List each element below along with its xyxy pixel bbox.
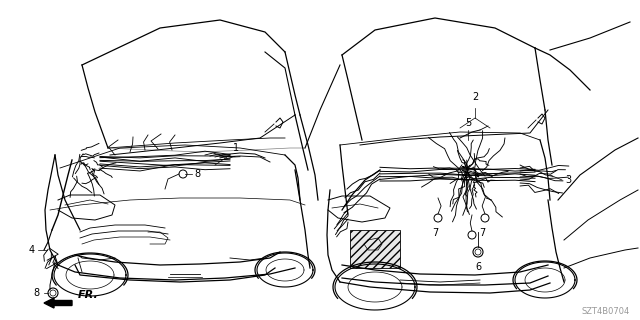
Text: 1: 1 xyxy=(233,143,239,153)
Text: SZT4B0704: SZT4B0704 xyxy=(582,307,630,316)
Text: 2: 2 xyxy=(472,92,478,102)
Text: 3: 3 xyxy=(565,175,571,185)
Text: 7: 7 xyxy=(479,228,485,238)
Text: 8: 8 xyxy=(194,169,200,179)
Polygon shape xyxy=(350,230,400,268)
Text: 8: 8 xyxy=(34,288,40,298)
Text: 4: 4 xyxy=(29,245,35,255)
Text: FR.: FR. xyxy=(78,290,99,300)
Text: 7: 7 xyxy=(432,228,438,238)
FancyArrow shape xyxy=(44,298,72,308)
Text: 5: 5 xyxy=(465,118,471,128)
Text: 6: 6 xyxy=(475,262,481,272)
